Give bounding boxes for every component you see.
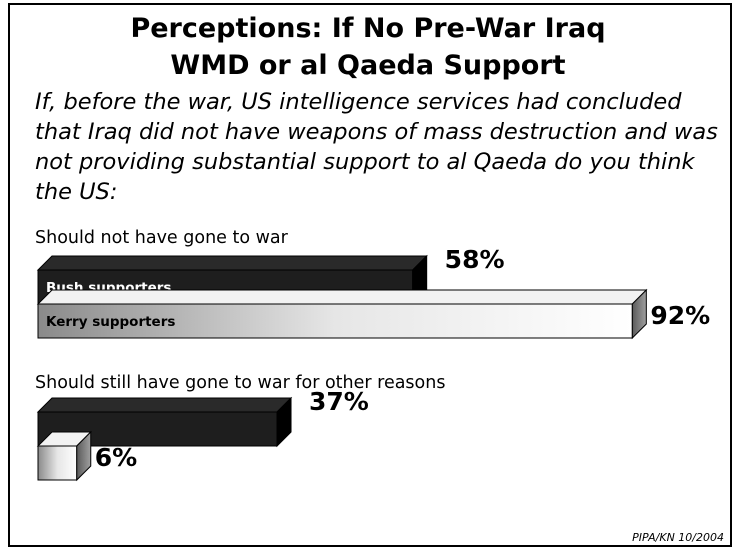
bar-kerry-group-1-front (37, 303, 633, 339)
value-label-kerry-group-2: 6% (95, 443, 137, 472)
value-label-bush-group-2: 37% (309, 387, 369, 416)
category-label-still-war: Should still have gone to war for other … (35, 373, 446, 393)
bar-bush-group-2 (36, 396, 293, 448)
value-label-bush-group-1: 58% (445, 245, 505, 274)
category-label-not-war: Should not have gone to war (35, 228, 288, 248)
bar-kerry-group-1 (36, 288, 648, 340)
bar-bush-group-1-top (36, 255, 428, 271)
value-label-kerry-group-1: 92% (650, 301, 710, 330)
chart-title-line-1: Perceptions: If No Pre-War Iraq (130, 13, 606, 44)
bar-kerry-group-2-side (76, 430, 92, 482)
survey-question: If, before the war, US intelligence serv… (35, 89, 718, 205)
bar-kerry-group-1-top (36, 289, 648, 305)
bar-bush-group-2-top (36, 397, 293, 413)
source-citation: PIPA/KN 10/2004 (632, 531, 724, 544)
series-label-kerry: Kerry supporters (46, 314, 175, 330)
bar-kerry-group-1-side (631, 288, 647, 340)
bar-kerry-group-2-front (37, 445, 78, 481)
bar-kerry-group-2 (36, 430, 92, 482)
chart-title-line-2: WMD or al Qaeda Support (170, 50, 566, 81)
bar-bush-group-2-side (276, 396, 292, 448)
